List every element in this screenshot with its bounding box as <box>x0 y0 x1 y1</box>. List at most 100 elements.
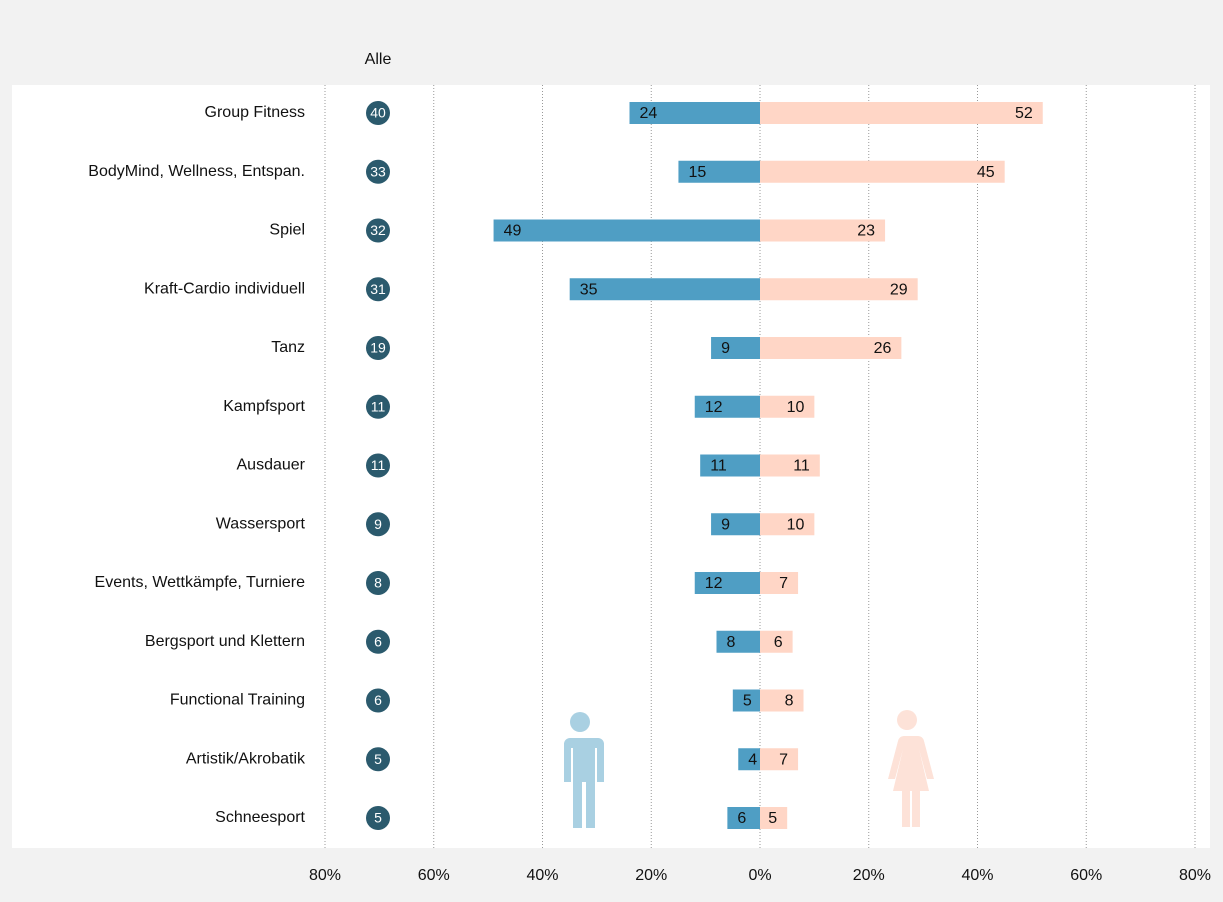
total-circle <box>366 688 390 713</box>
total-circle <box>366 277 390 302</box>
value-label: 49 <box>504 223 522 240</box>
category-label: Events, Wettkämpfe, Turniere <box>95 574 306 591</box>
total-circle <box>366 218 390 243</box>
bar <box>569 278 760 301</box>
total-circle <box>366 747 390 772</box>
value-label: 5 <box>743 693 752 710</box>
total-label: 6 <box>374 692 382 708</box>
total-circle <box>366 101 390 125</box>
value-label: 4 <box>748 751 757 768</box>
category-label: Functional Training <box>170 692 305 709</box>
value-label: 9 <box>721 340 730 357</box>
bar <box>760 807 788 829</box>
total-label: 6 <box>374 633 382 649</box>
total-label: 31 <box>370 281 386 297</box>
bar <box>760 160 1005 183</box>
value-label: 15 <box>688 164 706 181</box>
bar <box>760 630 793 653</box>
x-tick-label: 60% <box>418 867 450 884</box>
total-header: Alle <box>365 51 392 68</box>
value-label: 35 <box>580 281 598 298</box>
bar <box>629 102 760 124</box>
total-circle <box>366 453 390 478</box>
bar <box>760 689 804 712</box>
bar <box>760 337 902 359</box>
value-label: 6 <box>737 810 746 827</box>
plot-area <box>12 85 1210 848</box>
value-label: 11 <box>710 458 727 475</box>
bar <box>732 689 760 712</box>
category-label: Kampfsport <box>223 398 305 415</box>
x-tick-label: 80% <box>1179 867 1211 884</box>
value-label: 11 <box>793 458 810 475</box>
value-label: 12 <box>705 399 723 416</box>
x-tick-label: 20% <box>635 867 667 884</box>
bar <box>711 337 760 359</box>
category-label: Kraft-Cardio individuell <box>144 280 305 297</box>
total-circle <box>366 806 390 830</box>
total-label: 11 <box>371 398 386 414</box>
value-label: 7 <box>779 575 788 592</box>
bar <box>760 102 1043 124</box>
value-label: 7 <box>779 751 788 768</box>
category-label: Schneesport <box>215 809 305 826</box>
bar <box>700 454 760 477</box>
category-label: Group Fitness <box>205 104 305 121</box>
bar <box>760 572 799 594</box>
bar <box>738 748 760 771</box>
total-label: 32 <box>370 222 386 238</box>
value-label: 5 <box>768 810 777 827</box>
bar <box>760 395 815 418</box>
male-icon <box>562 712 604 828</box>
bar <box>716 630 760 653</box>
total-label: 5 <box>374 751 382 767</box>
bar <box>694 395 760 418</box>
total-circle <box>366 571 390 595</box>
value-label: 45 <box>977 164 995 181</box>
x-tick-label: 0% <box>748 867 771 884</box>
bar <box>760 454 820 477</box>
total-label: 5 <box>374 810 382 826</box>
category-label: Wassersport <box>216 515 306 532</box>
value-label: 9 <box>721 516 730 533</box>
bar <box>694 572 760 594</box>
value-label: 10 <box>787 516 805 533</box>
value-label: 6 <box>774 634 783 651</box>
x-tick-label: 40% <box>961 867 993 884</box>
bar <box>760 278 918 301</box>
value-label: 8 <box>785 693 794 710</box>
category-label: Bergsport und Klettern <box>145 633 305 650</box>
category-label: Tanz <box>271 339 305 356</box>
value-label: 29 <box>890 281 908 298</box>
female-icon <box>888 710 934 827</box>
x-tick-label: 20% <box>853 867 885 884</box>
total-label: 9 <box>374 516 382 532</box>
total-circle <box>366 512 390 537</box>
value-label: 26 <box>874 340 892 357</box>
total-label: 8 <box>374 575 382 591</box>
total-circle <box>366 629 390 654</box>
value-label: 12 <box>705 575 723 592</box>
value-label: 10 <box>787 399 805 416</box>
x-tick-label: 40% <box>526 867 558 884</box>
category-label: BodyMind, Wellness, Entspan. <box>88 163 305 180</box>
total-label: 40 <box>370 105 386 121</box>
value-label: 8 <box>727 634 736 651</box>
bar <box>760 748 799 771</box>
x-tick-label: 60% <box>1070 867 1102 884</box>
value-label: 52 <box>1015 105 1033 122</box>
total-circle <box>366 394 390 419</box>
total-circle <box>366 336 390 360</box>
total-label: 19 <box>370 340 386 356</box>
category-label: Ausdauer <box>237 457 306 474</box>
bar <box>760 513 815 536</box>
bar <box>760 219 886 242</box>
bar <box>493 219 760 242</box>
bar <box>727 807 760 829</box>
value-label: 23 <box>857 223 875 240</box>
category-label: Spiel <box>269 222 305 239</box>
total-label: 11 <box>371 457 386 473</box>
category-label: Artistik/Akrobatik <box>186 750 306 767</box>
